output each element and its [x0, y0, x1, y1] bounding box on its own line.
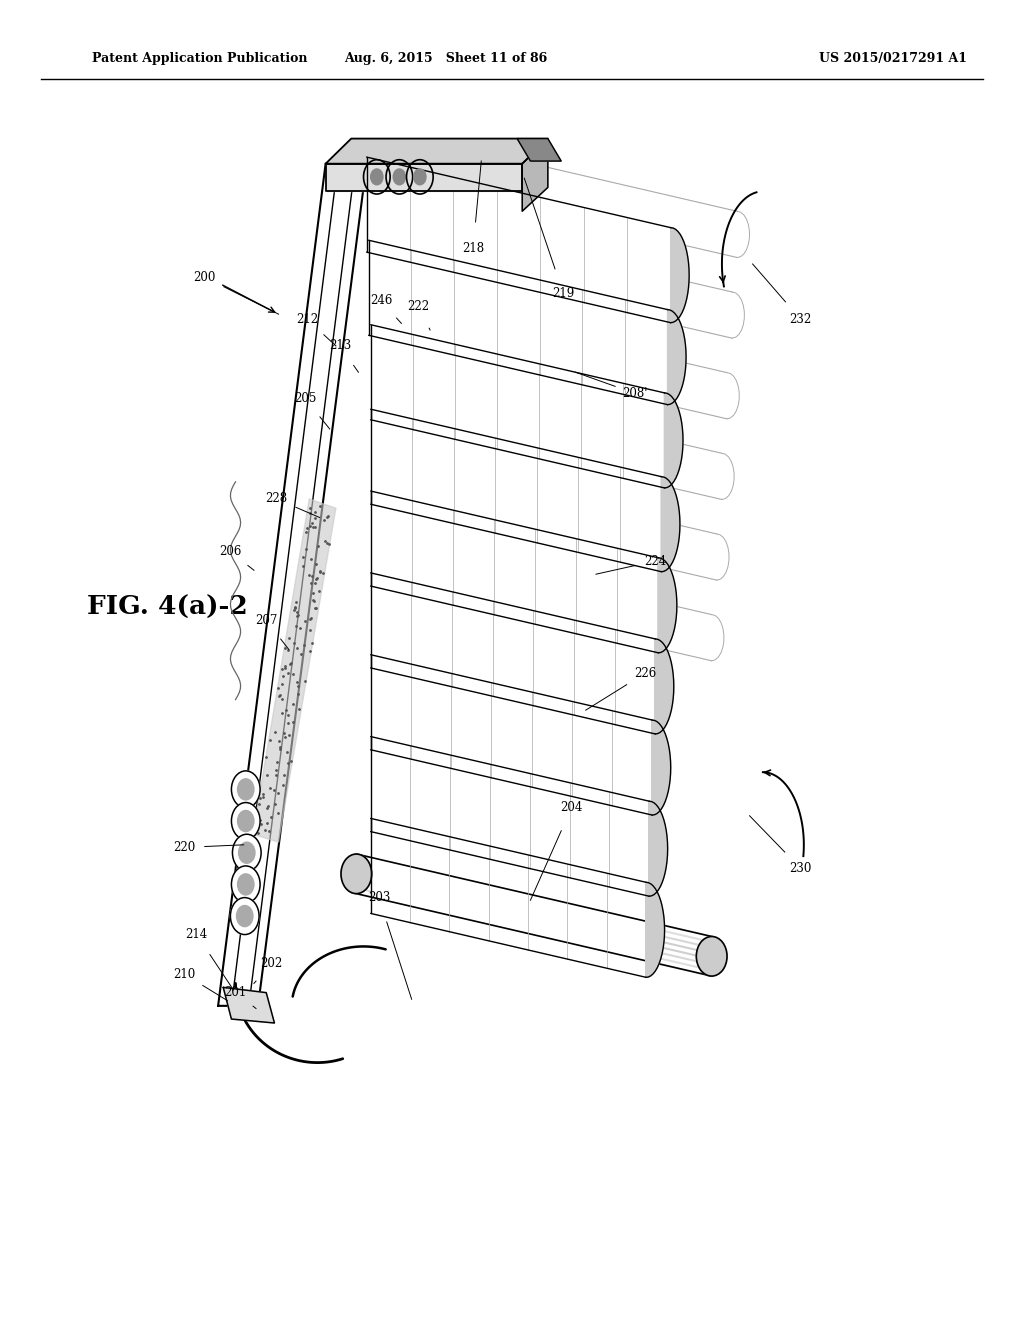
Circle shape	[696, 936, 727, 975]
Text: 232: 232	[790, 313, 812, 326]
Text: 204: 204	[560, 801, 583, 814]
Circle shape	[231, 866, 260, 903]
Text: US 2015/0217291 A1: US 2015/0217291 A1	[819, 51, 968, 65]
Polygon shape	[371, 737, 649, 896]
Polygon shape	[649, 801, 668, 896]
Text: 222: 222	[407, 300, 429, 313]
Polygon shape	[658, 558, 677, 653]
Polygon shape	[522, 139, 548, 211]
Text: 205: 205	[294, 392, 316, 405]
Text: FIG. 4(a)-2: FIG. 4(a)-2	[87, 595, 248, 619]
Polygon shape	[371, 325, 665, 488]
Circle shape	[231, 771, 260, 808]
Polygon shape	[371, 655, 652, 814]
Circle shape	[371, 169, 383, 185]
Circle shape	[231, 803, 260, 840]
Text: 230: 230	[790, 862, 812, 875]
Polygon shape	[517, 139, 561, 161]
Text: 226: 226	[634, 667, 656, 680]
Text: 224: 224	[644, 554, 667, 568]
Text: Patent Application Publication: Patent Application Publication	[92, 51, 307, 65]
Circle shape	[393, 169, 406, 185]
Text: Aug. 6, 2015   Sheet 11 of 86: Aug. 6, 2015 Sheet 11 of 86	[344, 51, 547, 65]
Text: 214: 214	[185, 928, 208, 941]
Text: 203: 203	[368, 891, 390, 904]
Polygon shape	[668, 310, 686, 405]
Circle shape	[341, 854, 372, 894]
Circle shape	[414, 169, 426, 185]
Text: 228: 228	[265, 492, 288, 506]
Circle shape	[232, 834, 261, 871]
Text: 218: 218	[462, 242, 484, 255]
Polygon shape	[652, 721, 671, 814]
Polygon shape	[646, 882, 665, 977]
Polygon shape	[253, 499, 336, 842]
Polygon shape	[662, 477, 680, 572]
Polygon shape	[371, 818, 646, 977]
Circle shape	[230, 898, 259, 935]
Text: 212: 212	[296, 313, 318, 326]
Polygon shape	[218, 164, 367, 1006]
Polygon shape	[655, 639, 674, 734]
Polygon shape	[671, 227, 689, 322]
Text: 206: 206	[219, 545, 242, 558]
Circle shape	[238, 779, 254, 800]
Text: 201: 201	[224, 986, 247, 999]
Text: 246: 246	[370, 294, 392, 308]
Circle shape	[238, 810, 254, 832]
Polygon shape	[371, 573, 655, 734]
Polygon shape	[326, 139, 548, 164]
Text: 200: 200	[194, 271, 216, 284]
Text: 202: 202	[260, 957, 283, 970]
Circle shape	[239, 842, 255, 863]
Polygon shape	[371, 409, 662, 572]
Circle shape	[238, 874, 254, 895]
Polygon shape	[223, 987, 274, 1023]
Text: 208': 208'	[623, 387, 647, 400]
Polygon shape	[367, 157, 671, 322]
Polygon shape	[371, 491, 658, 653]
Circle shape	[237, 906, 253, 927]
Text: 207: 207	[255, 614, 278, 627]
Polygon shape	[326, 164, 522, 191]
Polygon shape	[665, 393, 683, 488]
Text: 210: 210	[173, 968, 196, 981]
Text: 213: 213	[329, 339, 351, 352]
Text: 220: 220	[173, 841, 196, 854]
Polygon shape	[369, 240, 668, 405]
Text: 219: 219	[552, 286, 574, 300]
